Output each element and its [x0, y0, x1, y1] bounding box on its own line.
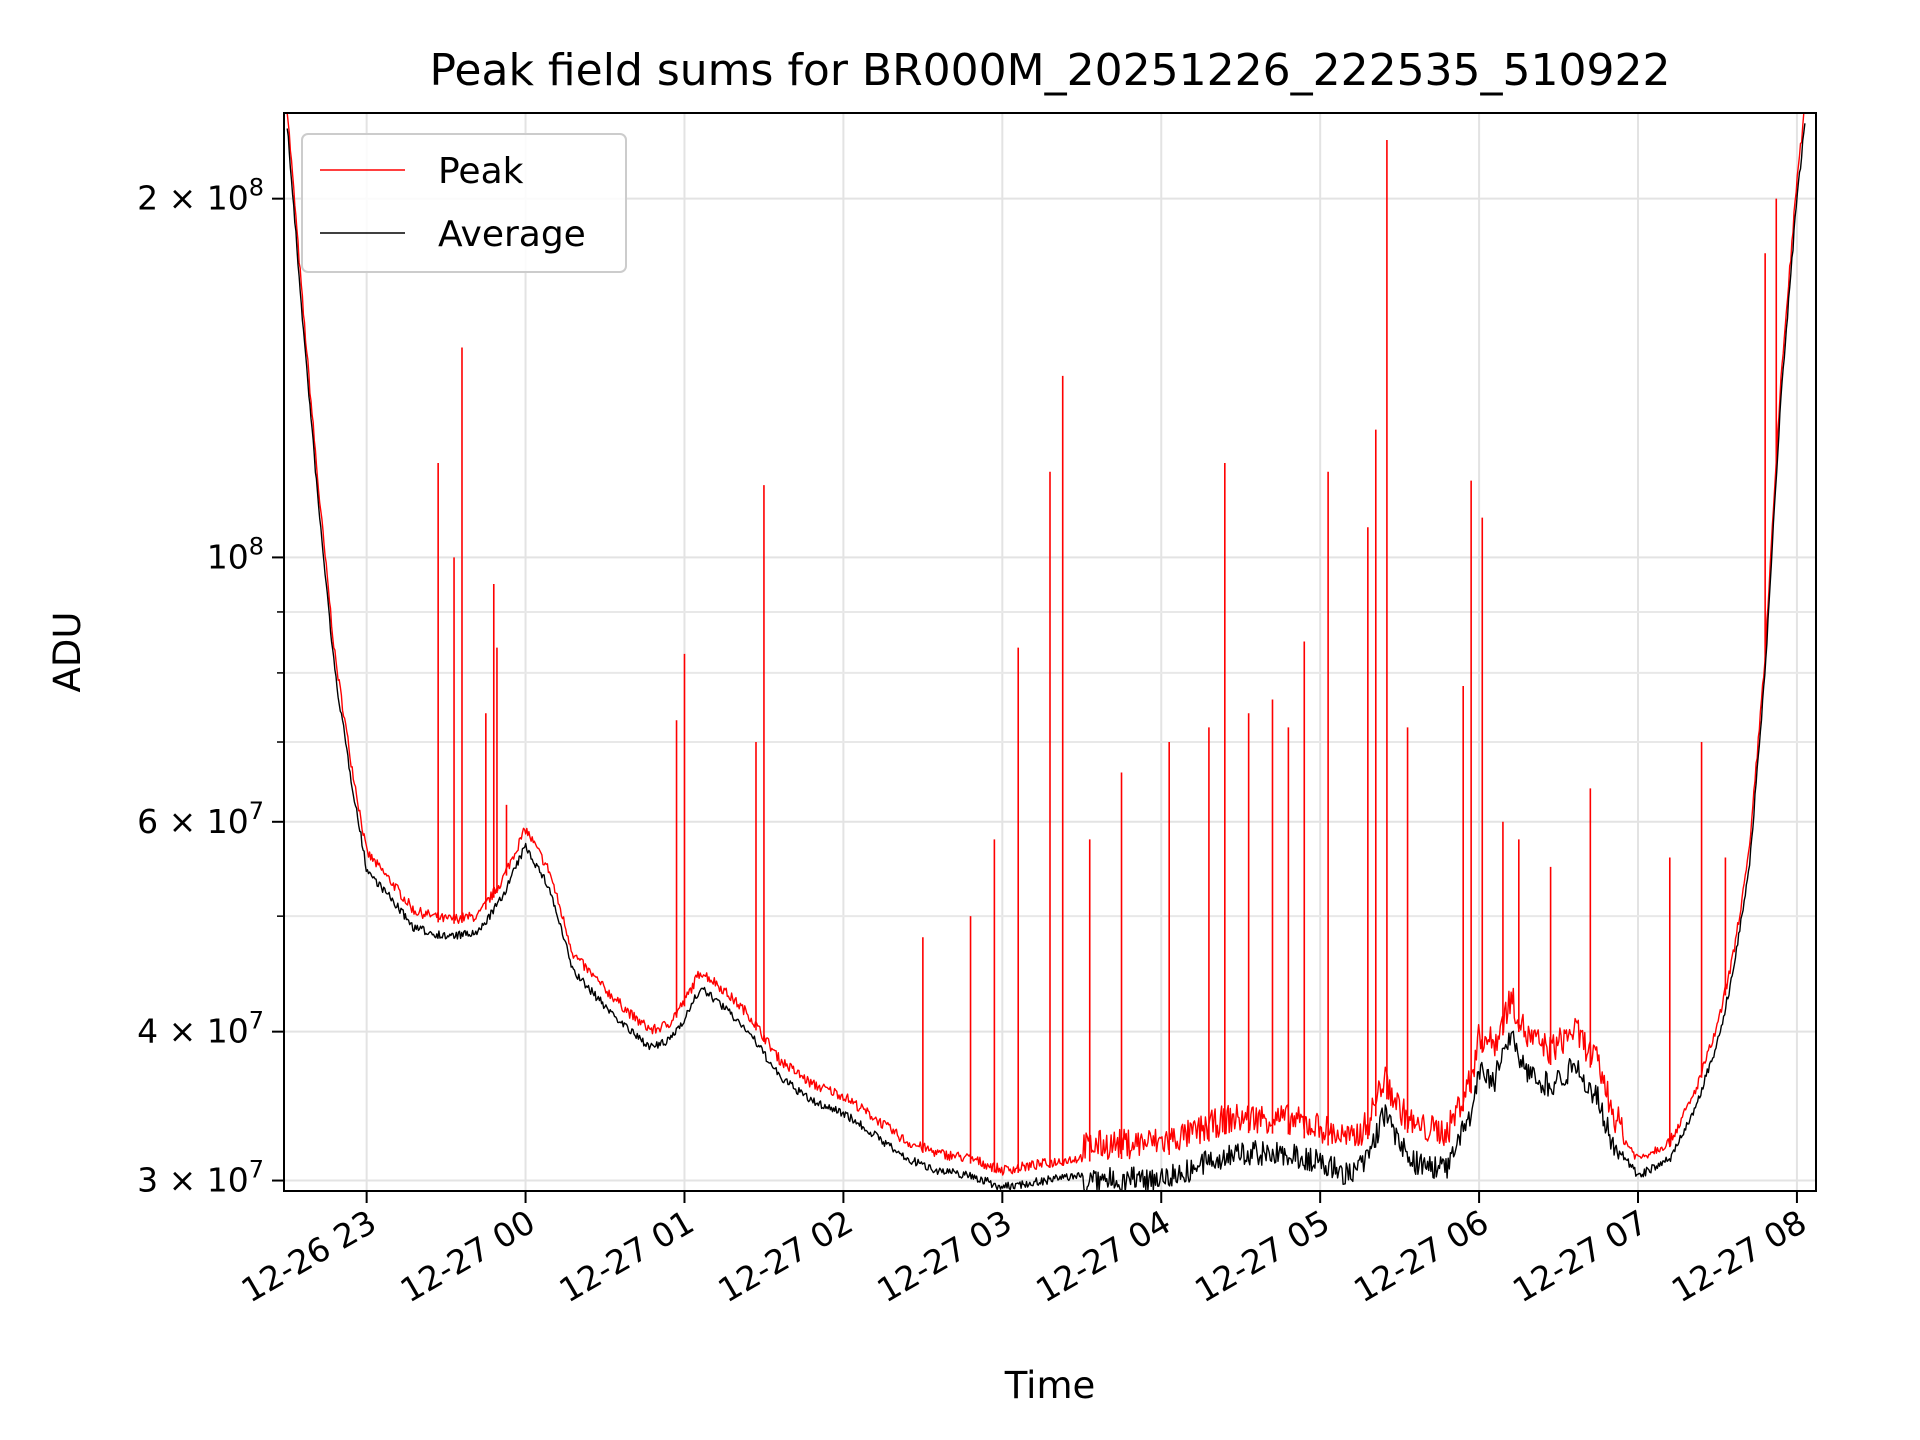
y-tick-label: 6 × 107 — [137, 797, 264, 841]
y-tick-label-base: 2 × 10 — [137, 179, 249, 218]
y-tick-label: 2 × 108 — [137, 174, 264, 218]
y-tick-label-base: 4 × 10 — [137, 1012, 249, 1051]
y-tick-label: 4 × 107 — [137, 1007, 264, 1051]
series-peak-spikes — [437, 140, 1778, 1173]
legend: Peak Average — [301, 133, 627, 273]
y-tick-label-exponent: 8 — [249, 532, 264, 560]
chart-title: Peak field sums for BR000M_20251226_2225… — [429, 45, 1670, 96]
y-tick-label-exponent: 7 — [249, 1007, 264, 1035]
y-tick-label: 108 — [207, 532, 264, 576]
series-peak-line — [286, 113, 1805, 1176]
plot-area-frame — [283, 112, 1817, 1192]
y-tick-label: 3 × 107 — [137, 1156, 264, 1200]
legend-box — [301, 133, 627, 273]
y-tick-label-base: 10 — [207, 537, 249, 576]
y-tick-label-exponent: 8 — [249, 174, 264, 202]
x-axis-title: Time — [1004, 1364, 1096, 1407]
y-tick-label-base: 3 × 10 — [137, 1161, 249, 1200]
y-tick-label-exponent: 7 — [249, 1156, 264, 1184]
y-tick-label-base: 6 × 10 — [137, 802, 249, 841]
legend-peak-label: Peak — [438, 151, 524, 192]
series-average-line — [286, 123, 1806, 1191]
y-tick-label-exponent: 7 — [249, 797, 264, 825]
y-axis-title: ADU — [46, 612, 89, 693]
legend-average-label: Average — [438, 214, 586, 255]
